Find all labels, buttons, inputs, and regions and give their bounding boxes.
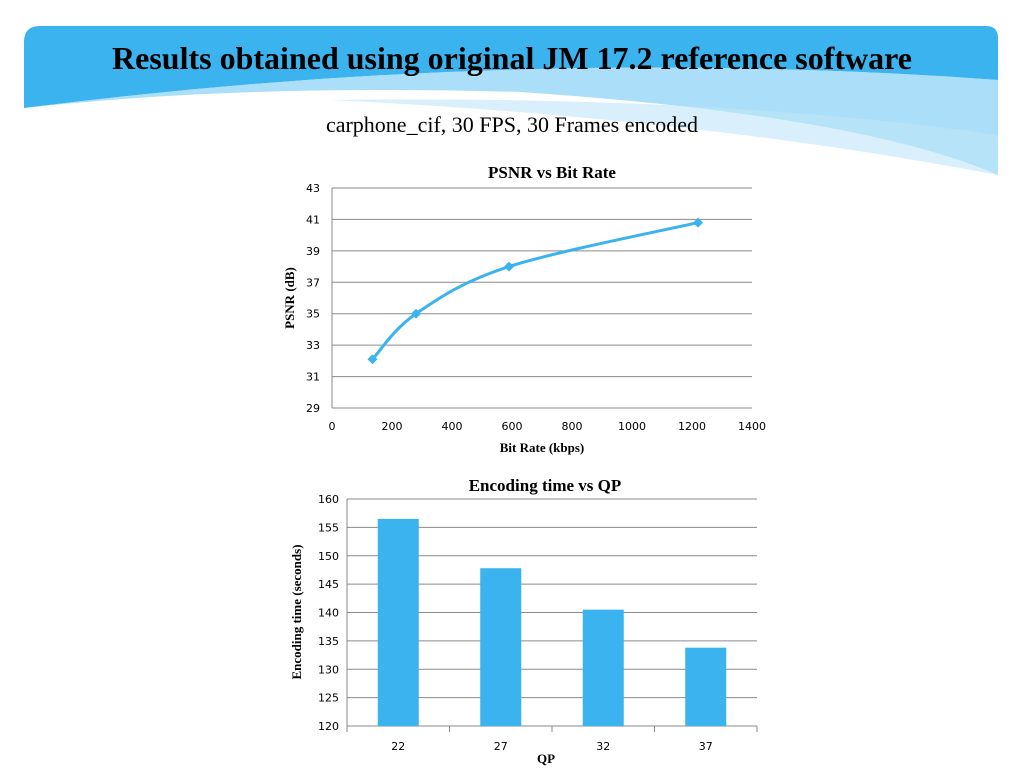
header-banner	[24, 26, 998, 175]
y-tick-label: 150	[318, 550, 339, 563]
plot-area: 120 125 130 135 140 145 150 155 160 22 27 32 37	[318, 493, 758, 753]
y-tick-label: 145	[318, 578, 339, 591]
bar	[582, 609, 624, 726]
slide-subtitle: carphone_cif, 30 FPS, 30 Frames encoded	[325, 112, 699, 137]
banner-swoosh	[24, 67, 998, 175]
slide-title: Results obtained using original JM 17.2 …	[112, 40, 912, 76]
x-tick-label: 27	[494, 740, 508, 753]
encoding-time-bar-chart: Encoding time vs QP Encoding time (secon…	[289, 476, 758, 766]
y-tick-label: 130	[318, 663, 339, 676]
data-point-marker	[504, 261, 514, 272]
x-tick-label: 32	[596, 740, 610, 753]
x-tick-label: 22	[391, 740, 405, 753]
x-tick-label: 600	[502, 420, 523, 433]
x-tick-label: 37	[699, 740, 713, 753]
y-tick-label: 125	[318, 692, 339, 705]
x-tick-label: 800	[562, 420, 583, 433]
y-axis-title: PSNR (dB)	[282, 267, 297, 329]
plot-area: 29 31 33 35 37 39 41 43 0 200 400 600 800 1000 1200 140…	[306, 182, 766, 433]
y-tick-label: 155	[318, 521, 339, 534]
y-tick-label: 37	[306, 276, 320, 289]
x-axis-title: Bit Rate (kbps)	[500, 440, 585, 455]
series-line	[371, 221, 699, 361]
x-axis-title: QP	[537, 751, 555, 766]
bar	[685, 647, 727, 726]
banner-background	[24, 26, 998, 108]
y-tick-label: 160	[318, 493, 339, 506]
x-tick-label: 200	[382, 420, 403, 433]
x-tick-label: 1200	[678, 420, 706, 433]
y-tick-label: 35	[306, 308, 320, 321]
y-tick-label: 135	[318, 635, 339, 648]
y-tick-label: 43	[306, 182, 320, 195]
data-point-marker	[411, 308, 421, 319]
y-tick-label: 29	[306, 402, 320, 415]
x-tick-label: 0	[329, 420, 336, 433]
y-tick-label: 33	[306, 339, 320, 352]
data-point-marker	[693, 217, 703, 228]
y-tick-label: 140	[318, 607, 339, 620]
y-tick-label: 41	[306, 213, 320, 226]
bar	[480, 568, 522, 726]
chart-title: PSNR vs Bit Rate	[488, 163, 616, 182]
psnr-line-chart: PSNR vs Bit Rate PSNR (dB) Bit Rate (kbp…	[282, 163, 766, 455]
y-tick-label: 120	[318, 720, 339, 733]
x-tick-label: 400	[442, 420, 463, 433]
y-axis-title: Encoding time (seconds)	[289, 544, 304, 679]
bar	[377, 518, 419, 726]
y-tick-label: 39	[306, 245, 320, 258]
x-tick-label: 1000	[618, 420, 646, 433]
y-tick-label: 31	[306, 371, 320, 384]
banner-swoosh-highlight	[330, 99, 998, 175]
data-point-marker	[367, 354, 378, 365]
chart-title: Encoding time vs QP	[469, 476, 622, 495]
x-tick-label: 1400	[738, 420, 766, 433]
